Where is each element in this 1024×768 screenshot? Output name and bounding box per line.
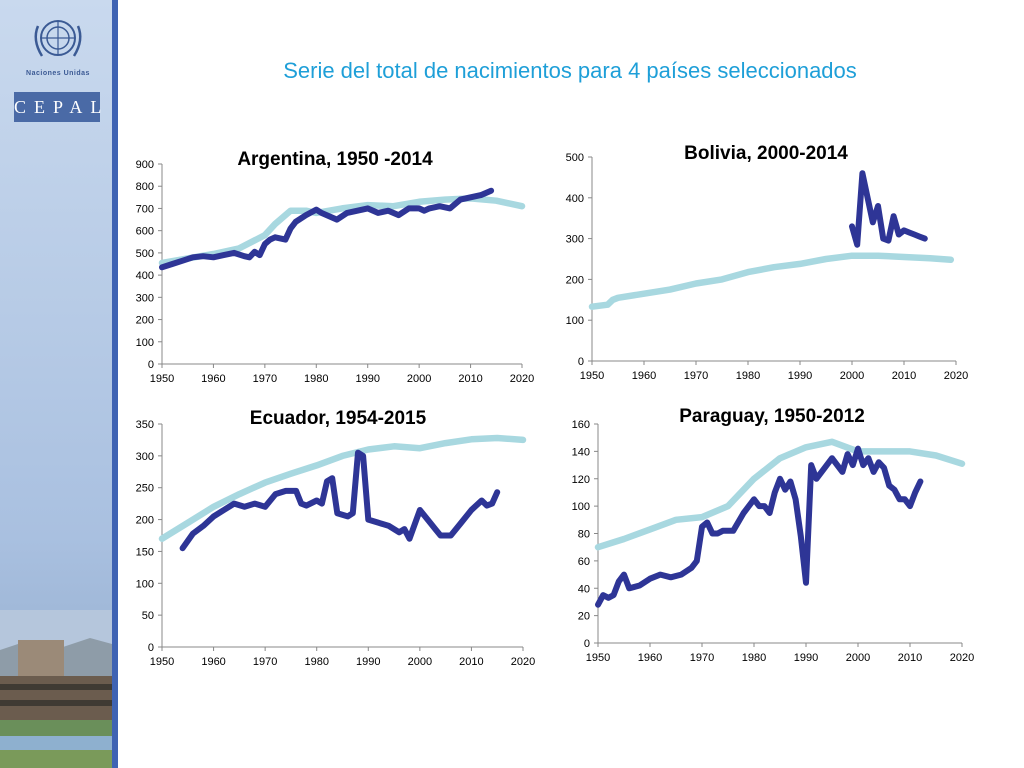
y-tick-label: 900 <box>136 159 154 171</box>
y-tick-label: 20 <box>578 611 590 623</box>
x-tick-label: 1950 <box>150 373 174 385</box>
x-tick-label: 1990 <box>355 373 379 385</box>
chart-bolivia: Bolivia, 2000-2014 0 100 200 300 400 500 1950 19… <box>566 143 969 382</box>
x-tick-label: 1970 <box>690 652 714 664</box>
projected-line-ecuador <box>158 434 527 542</box>
chart-ecuador: Ecuador, 1954-2015 0 50 100 150 200 250 300 350 1… <box>136 408 536 668</box>
chart-paraguay: Paraguay, 1950-2012 0 20 40 60 80 100 120 140 160… <box>572 406 975 664</box>
slide-title: Serie del total de nacimientos para 4 pa… <box>283 58 857 83</box>
x-tick-label: 1980 <box>304 656 328 668</box>
observed-line-argentina <box>159 187 495 271</box>
observed-line-bolivia <box>849 170 928 248</box>
x-tick-label: 1980 <box>742 652 766 664</box>
y-tick-label: 100 <box>566 315 584 327</box>
x-tick-label: 2010 <box>898 652 922 664</box>
x-tick-label: 2020 <box>511 656 535 668</box>
y-tick-label: 300 <box>566 234 584 246</box>
building-photo <box>0 610 112 768</box>
x-tick-label: 1950 <box>580 370 604 382</box>
y-tick-label: 40 <box>578 583 590 595</box>
x-tick-label: 1960 <box>201 373 225 385</box>
y-tick-label: 160 <box>572 419 590 431</box>
y-tick-label: 200 <box>136 315 154 327</box>
x-tick-label: 1980 <box>304 373 328 385</box>
x-tick-label: 2000 <box>407 373 431 385</box>
chart-title: Ecuador, 1954-2015 <box>250 408 427 429</box>
projected-line-argentina <box>158 195 526 267</box>
y-tick-label: 120 <box>572 474 590 486</box>
x-tick-label: 2010 <box>458 373 482 385</box>
y-tick-label: 350 <box>136 419 154 431</box>
y-tick-label: 200 <box>136 515 154 527</box>
y-tick-label: 140 <box>572 446 590 458</box>
y-tick-label: 400 <box>136 270 154 282</box>
x-tick-label: 1960 <box>638 652 662 664</box>
y-tick-label: 400 <box>566 193 584 205</box>
chart-argentina: Argentina, 1950 -2014 0 100 200 300 400 500 600… <box>136 149 535 385</box>
observed-line-paraguay <box>595 445 924 608</box>
x-tick-label: 1950 <box>150 656 174 668</box>
cepal-logo: CEPAL <box>14 92 101 122</box>
y-tick-label: 100 <box>136 578 154 590</box>
x-tick-label: 1970 <box>253 656 277 668</box>
chart-title: Bolivia, 2000-2014 <box>684 143 848 164</box>
un-label: Naciones Unidas <box>26 70 90 77</box>
y-tick-label: 0 <box>148 642 154 654</box>
x-tick-label: 2020 <box>950 652 974 664</box>
x-tick-label: 1960 <box>632 370 656 382</box>
x-tick-label: 1990 <box>788 370 812 382</box>
x-tick-label: 1980 <box>736 370 760 382</box>
y-tick-label: 100 <box>572 501 590 513</box>
y-tick-label: 500 <box>136 248 154 260</box>
x-tick-label: 1990 <box>794 652 818 664</box>
un-emblem-icon <box>34 20 82 57</box>
x-tick-label: 2010 <box>892 370 916 382</box>
x-tick-label: 2000 <box>846 652 870 664</box>
y-tick-label: 80 <box>578 529 590 541</box>
y-tick-label: 150 <box>136 546 154 558</box>
y-tick-label: 800 <box>136 181 154 193</box>
x-tick-label: 2010 <box>459 656 483 668</box>
sidebar-edge <box>112 0 118 768</box>
x-tick-label: 1950 <box>586 652 610 664</box>
y-tick-label: 0 <box>584 638 590 650</box>
y-tick-label: 700 <box>136 203 154 215</box>
x-tick-label: 2000 <box>840 370 864 382</box>
x-tick-label: 1990 <box>356 656 380 668</box>
chart-title: Argentina, 1950 -2014 <box>237 149 433 170</box>
y-tick-label: 0 <box>148 359 154 371</box>
observed-line-ecuador <box>179 449 501 552</box>
x-tick-label: 2020 <box>510 373 534 385</box>
y-tick-label: 50 <box>142 610 154 622</box>
y-tick-label: 250 <box>136 483 154 495</box>
y-tick-label: 300 <box>136 292 154 304</box>
y-tick-label: 300 <box>136 451 154 463</box>
projected-line-bolivia <box>588 252 955 310</box>
y-tick-label: 100 <box>136 337 154 349</box>
x-tick-label: 1970 <box>684 370 708 382</box>
y-tick-label: 500 <box>566 152 584 164</box>
y-tick-label: 0 <box>578 356 584 368</box>
y-tick-label: 60 <box>578 556 590 568</box>
y-tick-label: 200 <box>566 274 584 286</box>
chart-title: Paraguay, 1950-2012 <box>679 406 865 427</box>
y-tick-label: 600 <box>136 226 154 238</box>
x-tick-label: 1970 <box>253 373 277 385</box>
projected-line-paraguay <box>594 438 966 551</box>
x-tick-label: 2020 <box>944 370 968 382</box>
x-tick-label: 1960 <box>201 656 225 668</box>
x-tick-label: 2000 <box>408 656 432 668</box>
